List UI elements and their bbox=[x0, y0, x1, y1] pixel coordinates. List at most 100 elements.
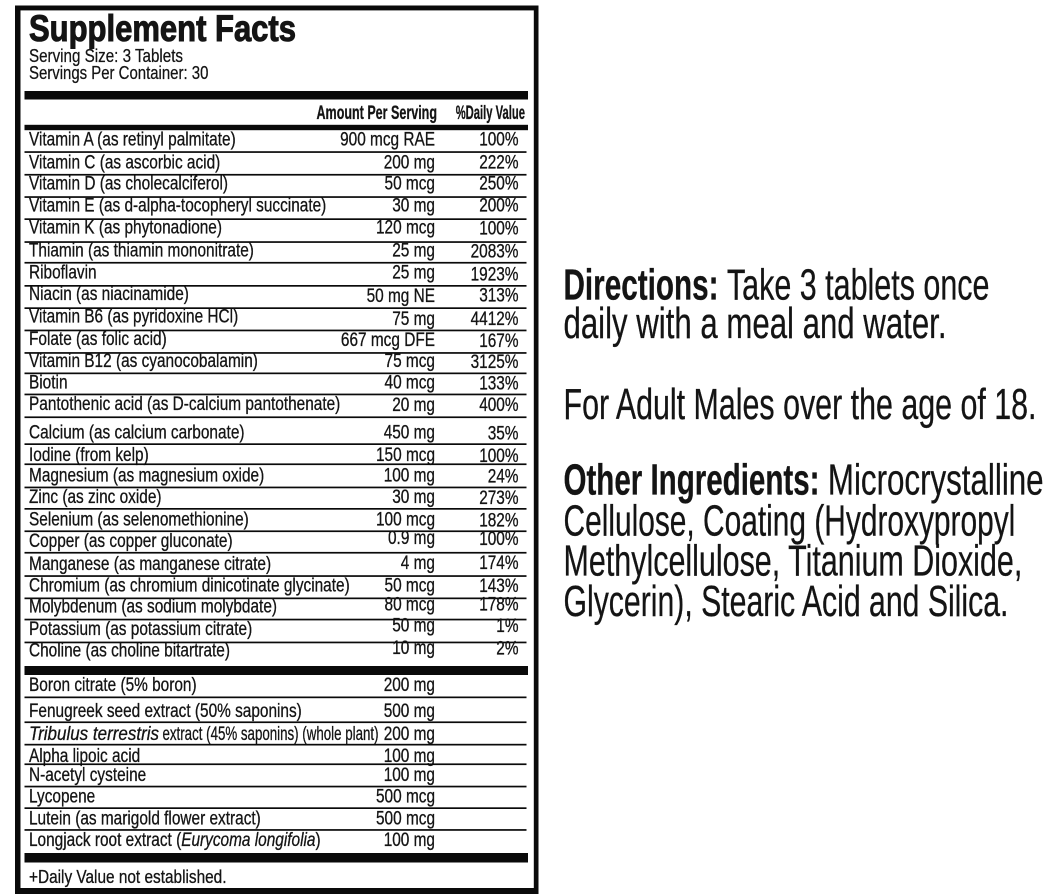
svg-text:Eurycoma longifolia: Eurycoma longifolia bbox=[181, 830, 315, 851]
svg-text:20 mg: 20 mg bbox=[392, 395, 435, 416]
svg-text:50 mg NE: 50 mg NE bbox=[367, 286, 435, 307]
svg-text:25 mg: 25 mg bbox=[392, 263, 435, 284]
svg-text:Servings Per Container: 30: Servings Per Container: 30 bbox=[29, 63, 208, 83]
svg-text:24%: 24% bbox=[488, 467, 519, 488]
svg-text:174%: 174% bbox=[479, 553, 518, 574]
svg-text:1923%: 1923% bbox=[471, 265, 519, 286]
svg-text:35%: 35% bbox=[488, 423, 519, 444]
svg-text:200 mg: 200 mg bbox=[384, 675, 435, 696]
svg-text:75 mg: 75 mg bbox=[392, 309, 435, 330]
svg-text:400%: 400% bbox=[479, 395, 518, 416]
svg-text:Directions:: Directions: bbox=[564, 260, 719, 309]
svg-text:2083%: 2083% bbox=[471, 242, 519, 263]
svg-text:Longjack root extract (: Longjack root extract ( bbox=[29, 830, 182, 851]
svg-text:daily with a meal and water.: daily with a meal and water. bbox=[564, 299, 947, 348]
svg-text:): ) bbox=[316, 830, 321, 851]
svg-text:Thiamin (as thiamin mononitrat: Thiamin (as thiamin mononitrate) bbox=[29, 241, 254, 262]
svg-text:Riboflavin: Riboflavin bbox=[29, 263, 97, 284]
svg-text:100%: 100% bbox=[479, 129, 518, 150]
svg-text:Zinc (as zinc oxide): Zinc (as zinc oxide) bbox=[29, 487, 162, 508]
svg-text:50 mcg: 50 mcg bbox=[385, 173, 436, 194]
svg-text:Potassium (as potassium citrat: Potassium (as potassium citrate) bbox=[29, 619, 252, 640]
svg-text:100 mg: 100 mg bbox=[384, 466, 435, 487]
svg-text:178%: 178% bbox=[479, 595, 518, 616]
svg-text:Niacin (as niacinamide): Niacin (as niacinamide) bbox=[29, 284, 189, 305]
svg-text:2%: 2% bbox=[496, 638, 518, 659]
svg-text:100%: 100% bbox=[479, 529, 518, 550]
svg-text:100 mg: 100 mg bbox=[384, 765, 435, 786]
svg-text:120 mcg: 120 mcg bbox=[376, 217, 435, 238]
svg-text:Manganese (as manganese citrat: Manganese (as manganese citrate) bbox=[29, 554, 271, 575]
svg-text:200 mg: 200 mg bbox=[384, 152, 435, 173]
svg-text:50 mg: 50 mg bbox=[392, 615, 435, 636]
svg-text:For Adult Males over the age o: For Adult Males over the age of 18. bbox=[564, 380, 1037, 429]
svg-text:40 mcg: 40 mcg bbox=[385, 373, 436, 394]
svg-text:0.9 mg: 0.9 mg bbox=[388, 528, 435, 549]
svg-text:Vitamin E (as d-alpha-tocopher: Vitamin E (as d-alpha-tocopheryl succina… bbox=[29, 195, 326, 216]
svg-text:extract (45% saponins) (whole: extract (45% saponins) (whole plant) bbox=[163, 724, 379, 745]
svg-text:250%: 250% bbox=[479, 173, 518, 194]
svg-text:Serving Size: 3 Tablets: Serving Size: 3 Tablets bbox=[29, 46, 183, 66]
svg-text:Other Ingredients:: Other Ingredients: bbox=[564, 456, 820, 505]
svg-text:30 mg: 30 mg bbox=[392, 487, 435, 508]
svg-text:3125%: 3125% bbox=[471, 352, 519, 373]
svg-text:Microcrystalline: Microcrystalline bbox=[828, 456, 1044, 505]
svg-text:182%: 182% bbox=[479, 510, 518, 531]
svg-text:133%: 133% bbox=[479, 374, 518, 395]
svg-text:Calcium (as calcium carbonate): Calcium (as calcium carbonate) bbox=[29, 422, 245, 443]
svg-text:4412%: 4412% bbox=[471, 309, 519, 330]
svg-text:143%: 143% bbox=[479, 576, 518, 597]
svg-text:50 mcg: 50 mcg bbox=[385, 576, 436, 597]
svg-text:Vitamin B6 (as pyridoxine HCl): Vitamin B6 (as pyridoxine HCl) bbox=[29, 306, 238, 327]
svg-text:200 mg: 200 mg bbox=[384, 724, 435, 745]
svg-text:222%: 222% bbox=[479, 152, 518, 173]
svg-text:150 mcg: 150 mcg bbox=[376, 445, 435, 466]
svg-text:100 mg: 100 mg bbox=[384, 746, 435, 767]
svg-text:N-acetyl cysteine: N-acetyl cysteine bbox=[29, 765, 146, 786]
svg-text:Supplement Facts: Supplement Facts bbox=[29, 8, 296, 49]
svg-text:Amount Per Serving: Amount Per Serving bbox=[317, 103, 438, 124]
svg-text:Lutein (as marigold flower ext: Lutein (as marigold flower extract) bbox=[29, 808, 261, 829]
svg-text:Iodine (from kelp): Iodine (from kelp) bbox=[29, 445, 149, 466]
svg-text:%Daily Value: %Daily Value bbox=[456, 103, 525, 124]
svg-text:100 mcg: 100 mcg bbox=[376, 509, 435, 530]
svg-text:Fenugreek seed extract (50% sa: Fenugreek seed extract (50% saponins) bbox=[29, 701, 302, 722]
svg-text:Biotin: Biotin bbox=[29, 373, 68, 394]
svg-text:Tribulus terrestris: Tribulus terrestris bbox=[29, 724, 159, 745]
svg-text:Vitamin D (as cholecalciferol): Vitamin D (as cholecalciferol) bbox=[29, 173, 228, 194]
svg-text:100%: 100% bbox=[479, 218, 518, 239]
svg-text:Chromium (as chromium dinicoti: Chromium (as chromium dinicotinate glyci… bbox=[29, 576, 350, 597]
svg-text:100 mg: 100 mg bbox=[384, 830, 435, 851]
svg-text:667 mcg DFE: 667 mcg DFE bbox=[341, 330, 435, 351]
svg-text:Lycopene: Lycopene bbox=[29, 786, 95, 807]
svg-text:Vitamin K (as phytonadione): Vitamin K (as phytonadione) bbox=[29, 217, 222, 238]
svg-text:Alpha lipoic acid: Alpha lipoic acid bbox=[29, 746, 140, 767]
svg-text:1%: 1% bbox=[496, 616, 518, 637]
svg-text:Pantothenic acid (as D-calcium: Pantothenic acid (as D-calcium pantothen… bbox=[29, 394, 340, 415]
svg-text:900 mcg RAE: 900 mcg RAE bbox=[340, 129, 435, 150]
svg-text:Copper (as copper gluconate): Copper (as copper gluconate) bbox=[29, 531, 233, 552]
svg-text:4 mg: 4 mg bbox=[401, 553, 435, 574]
svg-text:Magnesium (as magnesium oxide): Magnesium (as magnesium oxide) bbox=[29, 466, 264, 487]
svg-text:75 mcg: 75 mcg bbox=[385, 351, 436, 372]
svg-text:10 mg: 10 mg bbox=[392, 638, 435, 659]
svg-text:Vitamin A (as retinyl palmitat: Vitamin A (as retinyl palmitate) bbox=[29, 129, 236, 150]
svg-text:500 mcg: 500 mcg bbox=[376, 808, 435, 829]
svg-text:30 mg: 30 mg bbox=[392, 195, 435, 216]
svg-text:450 mg: 450 mg bbox=[384, 422, 435, 443]
svg-text:500 mcg: 500 mcg bbox=[376, 786, 435, 807]
svg-text:200%: 200% bbox=[479, 195, 518, 216]
svg-text:Vitamin B12 (as cyanocobalamin: Vitamin B12 (as cyanocobalamin) bbox=[29, 351, 258, 372]
svg-text:Selenium (as selenomethionine): Selenium (as selenomethionine) bbox=[29, 509, 249, 530]
svg-text:Choline (as choline bitartrate: Choline (as choline bitartrate) bbox=[29, 640, 230, 661]
svg-text:25 mg: 25 mg bbox=[392, 241, 435, 262]
svg-text:80 mcg: 80 mcg bbox=[385, 595, 436, 616]
svg-text:Boron citrate (5% boron): Boron citrate (5% boron) bbox=[29, 675, 197, 696]
svg-text:Folate (as folic acid): Folate (as folic acid) bbox=[29, 329, 167, 350]
svg-text:Cellulose, Coating (Hydroxypro: Cellulose, Coating (Hydroxypropyl bbox=[564, 496, 1016, 545]
svg-text:Glycerin), Stearic Acid and Si: Glycerin), Stearic Acid and Silica. bbox=[564, 577, 1009, 626]
svg-text:Take 3 tablets once: Take 3 tablets once bbox=[727, 260, 990, 309]
svg-text:167%: 167% bbox=[479, 331, 518, 352]
svg-text:Vitamin C (as ascorbic acid): Vitamin C (as ascorbic acid) bbox=[29, 152, 220, 173]
svg-text:Methylcellulose, Titanium Diox: Methylcellulose, Titanium Dioxide, bbox=[564, 537, 1023, 586]
